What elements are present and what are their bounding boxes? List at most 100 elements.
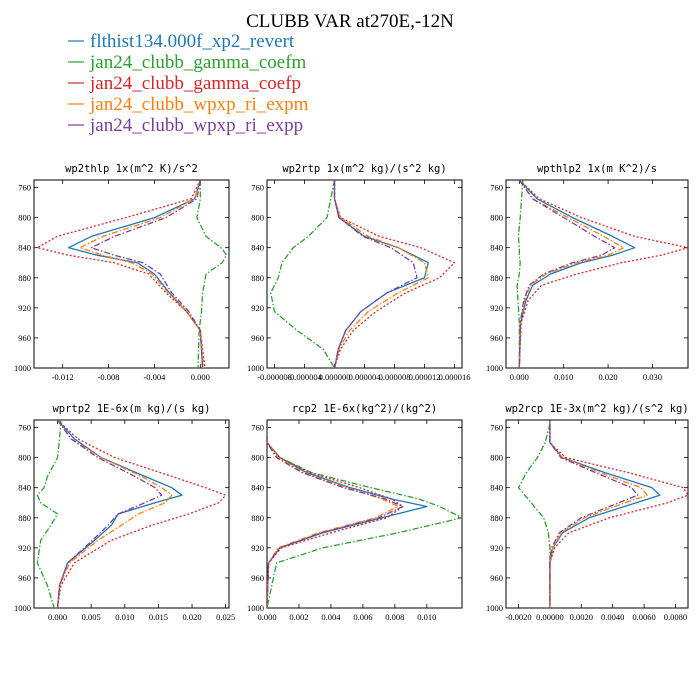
x-tick-label: 0.020 (599, 372, 618, 382)
x-tick-label: 0.000016 (439, 372, 471, 382)
x-tick-label: -0.008 (98, 372, 120, 382)
x-tick-label: 0.000 (48, 612, 67, 622)
y-tick-label: 920 (251, 303, 264, 313)
plot-frame (505, 419, 689, 609)
y-tick-label: 1000 (247, 603, 264, 613)
series-group (36, 420, 227, 608)
y-tick-label: 760 (18, 183, 31, 193)
x-tick-label: 0.000012 (409, 372, 441, 382)
chart-panel-1: wp2thlp 1x(m^2 K)/s^2 760 800 840 880 920 960 1… (14, 163, 230, 382)
x-tick-label: 0.000008 (379, 372, 411, 382)
x-tick-label: 0.000 (191, 372, 210, 382)
chart-panel-3: wpthlp2 1x(m K^2)/s 760 800 840 880 920 960 100… (486, 163, 689, 382)
series-line-5 (333, 180, 418, 368)
y-tick-label: 960 (18, 333, 31, 343)
y-tick-label: 920 (490, 543, 503, 553)
panel-title: wpthlp2 1x(m K^2)/s (537, 163, 657, 175)
y-tick-label: 960 (251, 333, 264, 343)
x-tick-label: 0.00000 (536, 612, 564, 622)
y-tick-label: 800 (251, 213, 264, 223)
x-tick-label: 0.002 (289, 612, 308, 622)
series-line-4 (518, 180, 625, 368)
series-line-3 (56, 420, 227, 608)
legend: flthist134.000f_xp2_revertjan24_clubb_ga… (68, 31, 309, 136)
panel-title: wp2rtp 1x(m^2 kg)/(s^2 kg) (282, 163, 446, 175)
plot-frame (33, 419, 230, 609)
y-tick-label: 960 (490, 573, 503, 583)
legend-label: jan24_clubb_wpxp_ri_expm (89, 94, 309, 115)
series-line-3 (549, 423, 688, 608)
series-line-1 (333, 180, 429, 368)
x-tick-label: 0.015 (149, 612, 168, 622)
series-line-1 (267, 423, 428, 608)
series-line-2 (516, 180, 524, 368)
series-line-5 (549, 423, 639, 608)
x-tick-label: 0.010 (115, 612, 134, 622)
y-tick-label: 880 (490, 273, 503, 283)
y-tick-label: 880 (490, 513, 503, 523)
y-tick-label: 760 (490, 423, 503, 433)
y-tick-label: 960 (251, 573, 264, 583)
y-tick-label: 840 (18, 243, 31, 253)
chart-panel-4: wprtp2 1E-6x(m kg)/(s kg) 760 800 840 880 920… (14, 403, 235, 622)
series-line-5 (90, 180, 204, 368)
y-tick-label: 800 (18, 453, 31, 463)
x-tick-label: 0.008 (385, 612, 404, 622)
y-tick-label: 920 (490, 303, 503, 313)
series-line-4 (79, 180, 205, 368)
y-tick-label: 880 (251, 273, 264, 283)
x-tick-label: 0.000 (257, 612, 276, 622)
y-tick-label: 1000 (247, 363, 264, 373)
y-tick-label: 960 (18, 573, 31, 583)
x-tick-label: -0.012 (52, 372, 74, 382)
panel-title: wp2thlp 1x(m^2 K)/s^2 (65, 163, 198, 175)
y-tick-label: 840 (490, 243, 503, 253)
y-tick-label: 920 (18, 543, 31, 553)
series-line-4 (56, 420, 173, 608)
series-group (270, 180, 456, 368)
y-tick-label: 760 (490, 183, 503, 193)
x-tick-label: 0.010 (417, 612, 436, 622)
series-line-3 (267, 423, 404, 608)
y-tick-label: 960 (490, 333, 503, 343)
y-tick-label: 840 (490, 483, 503, 493)
y-tick-label: 1000 (486, 603, 503, 613)
series-line-5 (518, 180, 616, 368)
x-tick-label: -0.0020 (505, 612, 531, 622)
figure-title: CLUBB VAR at270E,-12N (246, 11, 454, 32)
series-group (517, 423, 688, 608)
x-tick-label: 0.004 (321, 612, 341, 622)
series-line-2 (267, 423, 462, 608)
y-tick-label: 880 (18, 513, 31, 523)
y-tick-label: 760 (251, 183, 264, 193)
series-line-4 (267, 423, 399, 608)
y-tick-label: 760 (18, 423, 31, 433)
x-tick-label: 0.025 (216, 612, 235, 622)
y-tick-label: 880 (18, 273, 31, 283)
x-tick-label: -0.004 (143, 372, 166, 382)
x-tick-label: 0.0060 (632, 612, 655, 622)
x-tick-label: -0.000004 (287, 372, 322, 382)
x-tick-label: 0.005 (82, 612, 101, 622)
y-tick-label: 880 (251, 513, 264, 523)
x-tick-label: 0.000004 (349, 372, 382, 382)
series-line-1 (549, 423, 661, 608)
y-tick-label: 800 (18, 213, 31, 223)
legend-label: jan24_clubb_gamma_coefm (89, 52, 307, 73)
chart-panel-6: wp2rcp 1E-3x(m^2 kg)/(s^2 kg)760 800 840 88… (486, 403, 689, 622)
plot-frame (266, 419, 463, 609)
x-tick-label: 0.010 (554, 372, 573, 382)
series-line-2 (36, 420, 62, 608)
series-line-4 (333, 180, 429, 368)
x-tick-label: 0.0080 (664, 612, 687, 622)
y-tick-label: 800 (490, 453, 503, 463)
y-tick-label: 760 (251, 423, 264, 433)
y-tick-label: 920 (18, 303, 31, 313)
series-line-2 (517, 423, 551, 608)
x-tick-label: 0.000 (510, 372, 529, 382)
series-line-3 (333, 180, 456, 368)
panel-title: wprtp2 1E-6x(m kg)/(s kg) (52, 403, 210, 415)
y-tick-label: 920 (251, 543, 264, 553)
series-line-2 (196, 180, 228, 368)
y-tick-label: 1000 (486, 363, 503, 373)
